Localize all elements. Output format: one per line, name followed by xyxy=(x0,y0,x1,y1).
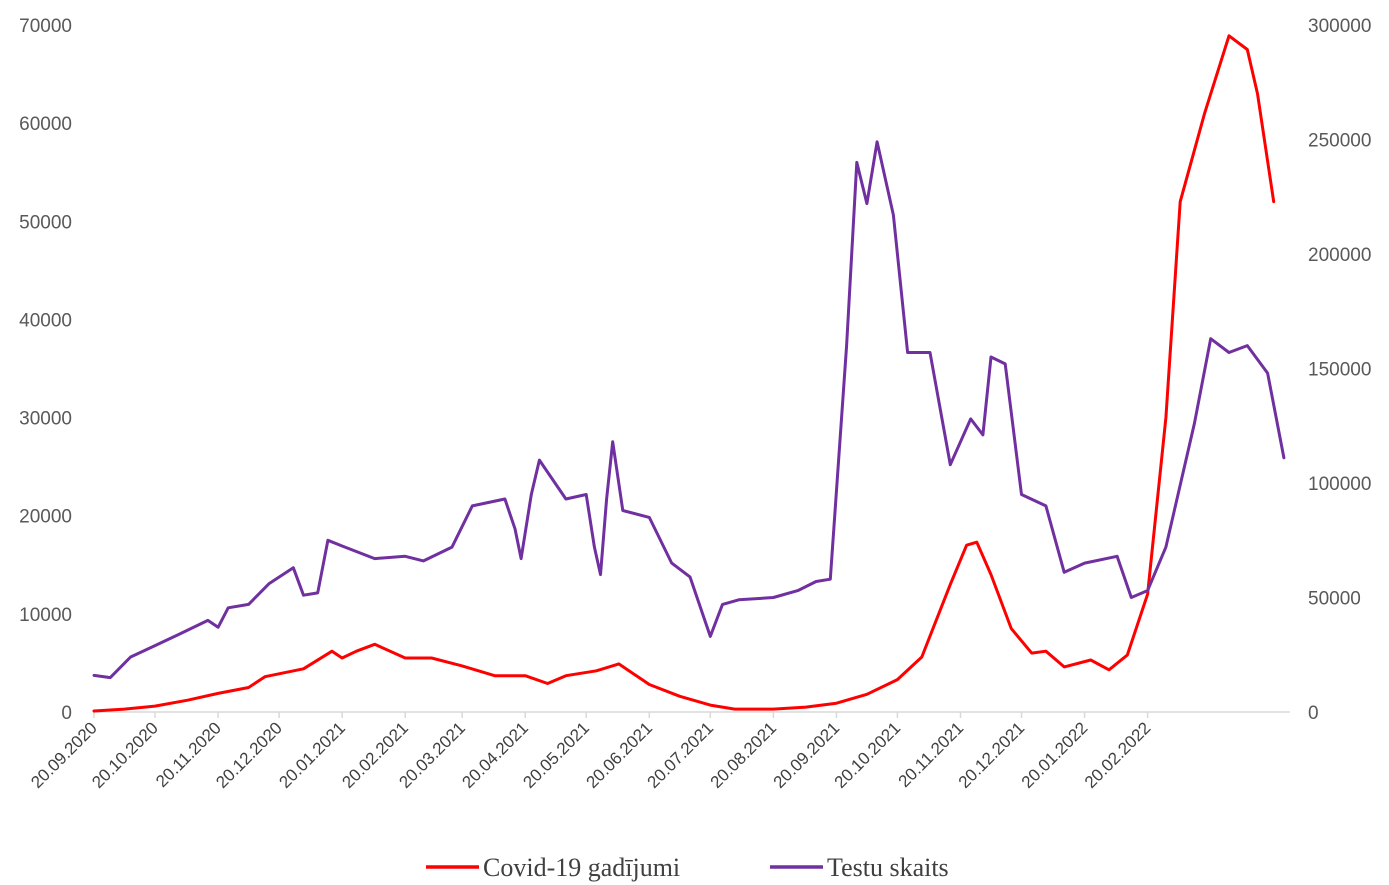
x-tick-label: 20.08.2021 xyxy=(707,718,781,792)
series-line-tests xyxy=(92,140,1286,680)
x-tick-label: 20.10.2021 xyxy=(831,718,905,792)
legend-label-covid: Covid-19 gadījumi xyxy=(483,853,680,882)
right-y-tick-label: 0 xyxy=(1308,703,1319,724)
x-axis: 20.09.202020.10.202020.11.202020.12.2020… xyxy=(27,712,1154,792)
right-y-tick-label: 50000 xyxy=(1308,589,1361,610)
right-y-tick-label: 200000 xyxy=(1308,245,1371,266)
left-y-tick-label: 30000 xyxy=(19,409,72,430)
x-tick-label: 20.05.2021 xyxy=(519,718,593,792)
x-tick-label: 20.10.2020 xyxy=(88,718,162,792)
left-y-tick-label: 70000 xyxy=(19,16,72,37)
x-tick-label: 20.01.2021 xyxy=(275,718,349,792)
right-y-tick-label: 150000 xyxy=(1308,360,1371,381)
legend: Covid-19 gadījumi Testu skaits xyxy=(426,853,949,882)
right-y-tick-label: 300000 xyxy=(1308,16,1371,37)
plot-area xyxy=(92,34,1286,713)
left-y-tick-label: 20000 xyxy=(19,507,72,528)
series-line-covid xyxy=(92,34,1276,713)
x-tick-label: 20.12.2020 xyxy=(212,718,286,792)
left-y-tick-label: 40000 xyxy=(19,310,72,331)
left-y-axis: 0 10000 20000 30000 40000 50000 60000 70000 xyxy=(19,16,72,724)
left-y-tick-label: 60000 xyxy=(19,114,72,135)
left-y-tick-label: 50000 xyxy=(19,212,72,233)
x-tick-label: 20.12.2021 xyxy=(955,718,1029,792)
right-y-tick-label: 100000 xyxy=(1308,474,1371,495)
x-tick-label: 20.01.2022 xyxy=(1018,718,1092,792)
x-tick-label: 20.07.2021 xyxy=(644,718,718,792)
left-y-tick-label: 0 xyxy=(61,703,72,724)
x-tick-label: 20.02.2022 xyxy=(1081,718,1155,792)
left-y-tick-label: 10000 xyxy=(19,605,72,626)
right-y-axis: 0 50000 100000 150000 200000 250000 300000 xyxy=(1308,16,1371,724)
right-y-tick-label: 250000 xyxy=(1308,131,1371,152)
legend-label-tests: Testu skaits xyxy=(827,853,949,882)
